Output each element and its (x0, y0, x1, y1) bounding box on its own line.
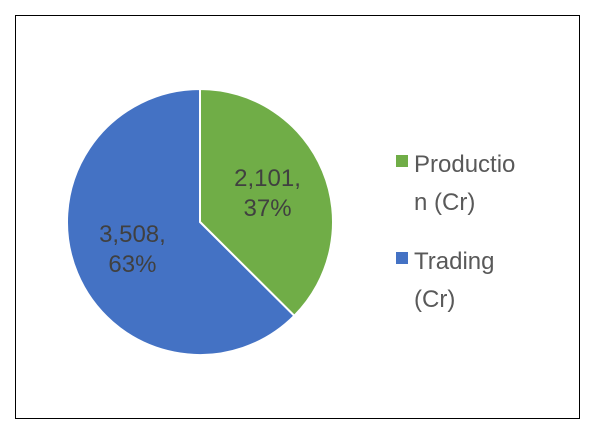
legend-label: Trading (Cr) (414, 248, 495, 313)
data-label: 3,508, 63% (99, 221, 166, 279)
pie-slice (199, 87, 334, 318)
data-label: 2,101, 37% (234, 164, 301, 222)
legend-swatch (396, 155, 408, 167)
legend-label: Production (Cr) (414, 151, 516, 216)
pie-slice (66, 87, 296, 356)
legend-swatch (396, 252, 408, 264)
chart-border (15, 15, 580, 419)
